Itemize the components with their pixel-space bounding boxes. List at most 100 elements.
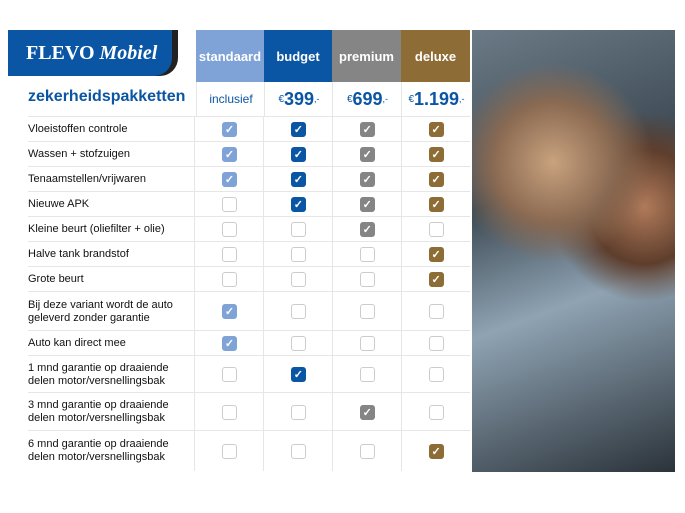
checked-checkbox-icon: ✓	[428, 172, 444, 187]
check-cell: ✓	[401, 242, 470, 267]
empty-checkbox-icon	[428, 367, 444, 382]
price-suffix: ,-	[459, 94, 465, 104]
feature-row: Bij deze variant wordt de auto geleverd …	[28, 291, 470, 331]
checked-checkbox-icon: ✓	[359, 172, 375, 187]
check-cell	[194, 217, 263, 242]
empty-checkbox-icon	[221, 247, 237, 262]
feature-label: Kleine beurt (oliefilter + olie)	[28, 223, 165, 235]
feature-row: Nieuwe APK ✓ ✓ ✓	[28, 191, 470, 217]
empty-checkbox-icon	[221, 404, 237, 420]
feature-label: 6 mnd garantie op draaiende delen motor/…	[28, 438, 169, 463]
check-cell	[401, 331, 470, 356]
couple-photo	[472, 30, 675, 472]
empty-checkbox-icon	[428, 336, 444, 351]
check-cell	[401, 356, 470, 393]
check-cell: ✓	[401, 192, 470, 217]
feature-label: 1 mnd garantie op draaiende delen motor/…	[28, 361, 169, 387]
check-cell	[332, 242, 401, 267]
currency-symbol: €	[408, 93, 414, 105]
checked-checkbox-icon: ✓	[428, 247, 444, 262]
check-cell	[194, 393, 263, 431]
feature-label: Vloeistoffen controle	[28, 123, 128, 135]
feature-label: 3 mnd garantie op draaiende delen motor/…	[28, 399, 169, 424]
package-price-budget: €399 ,-	[264, 82, 333, 116]
feature-label: Grote beurt	[28, 273, 84, 285]
check-cell: ✓	[194, 167, 263, 192]
checked-checkbox-icon: ✓	[221, 147, 237, 162]
check-cell	[194, 431, 263, 471]
package-price-deluxe: €1.199 ,-	[401, 82, 471, 116]
check-cell	[263, 267, 332, 292]
empty-checkbox-icon	[428, 404, 444, 420]
feature-row: Auto kan direct mee ✓	[28, 330, 470, 356]
check-cell: ✓	[332, 393, 401, 431]
check-cell	[263, 217, 332, 242]
checked-checkbox-icon: ✓	[290, 122, 306, 137]
feature-label: Nieuwe APK	[28, 198, 90, 210]
check-cell: ✓	[194, 331, 263, 356]
check-cell: ✓	[332, 167, 401, 192]
check-cell	[401, 217, 470, 242]
empty-checkbox-icon	[290, 272, 306, 287]
checked-checkbox-icon: ✓	[428, 443, 444, 459]
check-cell	[263, 431, 332, 471]
check-cell: ✓	[263, 142, 332, 167]
price-value: 399	[284, 88, 315, 109]
feature-row: Vloeistoffen controle ✓ ✓ ✓ ✓	[28, 116, 470, 142]
empty-checkbox-icon	[359, 304, 375, 319]
check-cell: ✓	[194, 292, 263, 331]
package-header-premium: premium	[332, 30, 401, 82]
empty-checkbox-icon	[359, 336, 375, 351]
feature-row: Tenaamstellen/vrijwaren ✓ ✓ ✓ ✓	[28, 166, 470, 192]
check-cell: ✓	[332, 142, 401, 167]
check-cell	[332, 431, 401, 471]
empty-checkbox-icon	[428, 222, 444, 237]
currency-symbol: €	[278, 93, 284, 105]
feature-row: Grote beurt ✓	[28, 266, 470, 292]
empty-checkbox-icon	[221, 367, 237, 382]
checked-checkbox-icon: ✓	[290, 197, 306, 212]
empty-checkbox-icon	[428, 304, 444, 319]
empty-checkbox-icon	[359, 367, 375, 382]
checked-checkbox-icon: ✓	[428, 197, 444, 212]
checked-checkbox-icon: ✓	[428, 122, 444, 137]
check-cell: ✓	[263, 192, 332, 217]
check-cell: ✓	[263, 356, 332, 393]
check-cell: ✓	[332, 217, 401, 242]
checked-checkbox-icon: ✓	[359, 122, 375, 137]
price-value: 1.199	[414, 88, 460, 109]
check-cell: ✓	[401, 431, 470, 471]
check-cell: ✓	[401, 142, 470, 167]
price-suffix: ,-	[382, 94, 389, 104]
empty-checkbox-icon	[221, 272, 237, 287]
feature-label: Wassen + stofzuigen	[28, 148, 131, 160]
checked-checkbox-icon: ✓	[359, 404, 375, 420]
check-cell	[263, 331, 332, 356]
check-cell	[263, 242, 332, 267]
currency-symbol: €	[346, 93, 353, 105]
feature-row: 3 mnd garantie op draaiende delen motor/…	[28, 392, 470, 431]
check-cell: ✓	[263, 167, 332, 192]
package-header-deluxe: deluxe	[401, 30, 470, 82]
feature-label: Bij deze variant wordt de auto geleverd …	[28, 298, 173, 324]
feature-label: Auto kan direct mee	[28, 337, 126, 349]
empty-checkbox-icon	[221, 443, 237, 459]
checked-checkbox-icon: ✓	[290, 172, 306, 187]
feature-row: Halve tank brandstof ✓	[28, 241, 470, 267]
empty-checkbox-icon	[290, 247, 306, 262]
check-cell	[332, 331, 401, 356]
check-cell	[194, 192, 263, 217]
check-cell	[332, 267, 401, 292]
feature-row: 1 mnd garantie op draaiende delen motor/…	[28, 355, 470, 393]
checked-checkbox-icon: ✓	[290, 147, 306, 162]
empty-checkbox-icon	[359, 247, 375, 262]
check-cell: ✓	[401, 267, 470, 292]
feature-row: 6 mnd garantie op draaiende delen motor/…	[28, 430, 470, 471]
feature-label: Halve tank brandstof	[28, 248, 129, 260]
price-value: inclusief	[209, 92, 253, 106]
feature-row: Kleine beurt (oliefilter + olie) ✓	[28, 216, 470, 242]
checked-checkbox-icon: ✓	[359, 147, 375, 162]
empty-checkbox-icon	[290, 304, 306, 319]
empty-checkbox-icon	[359, 443, 375, 459]
page-title: zekerheidspakketten	[28, 88, 186, 105]
